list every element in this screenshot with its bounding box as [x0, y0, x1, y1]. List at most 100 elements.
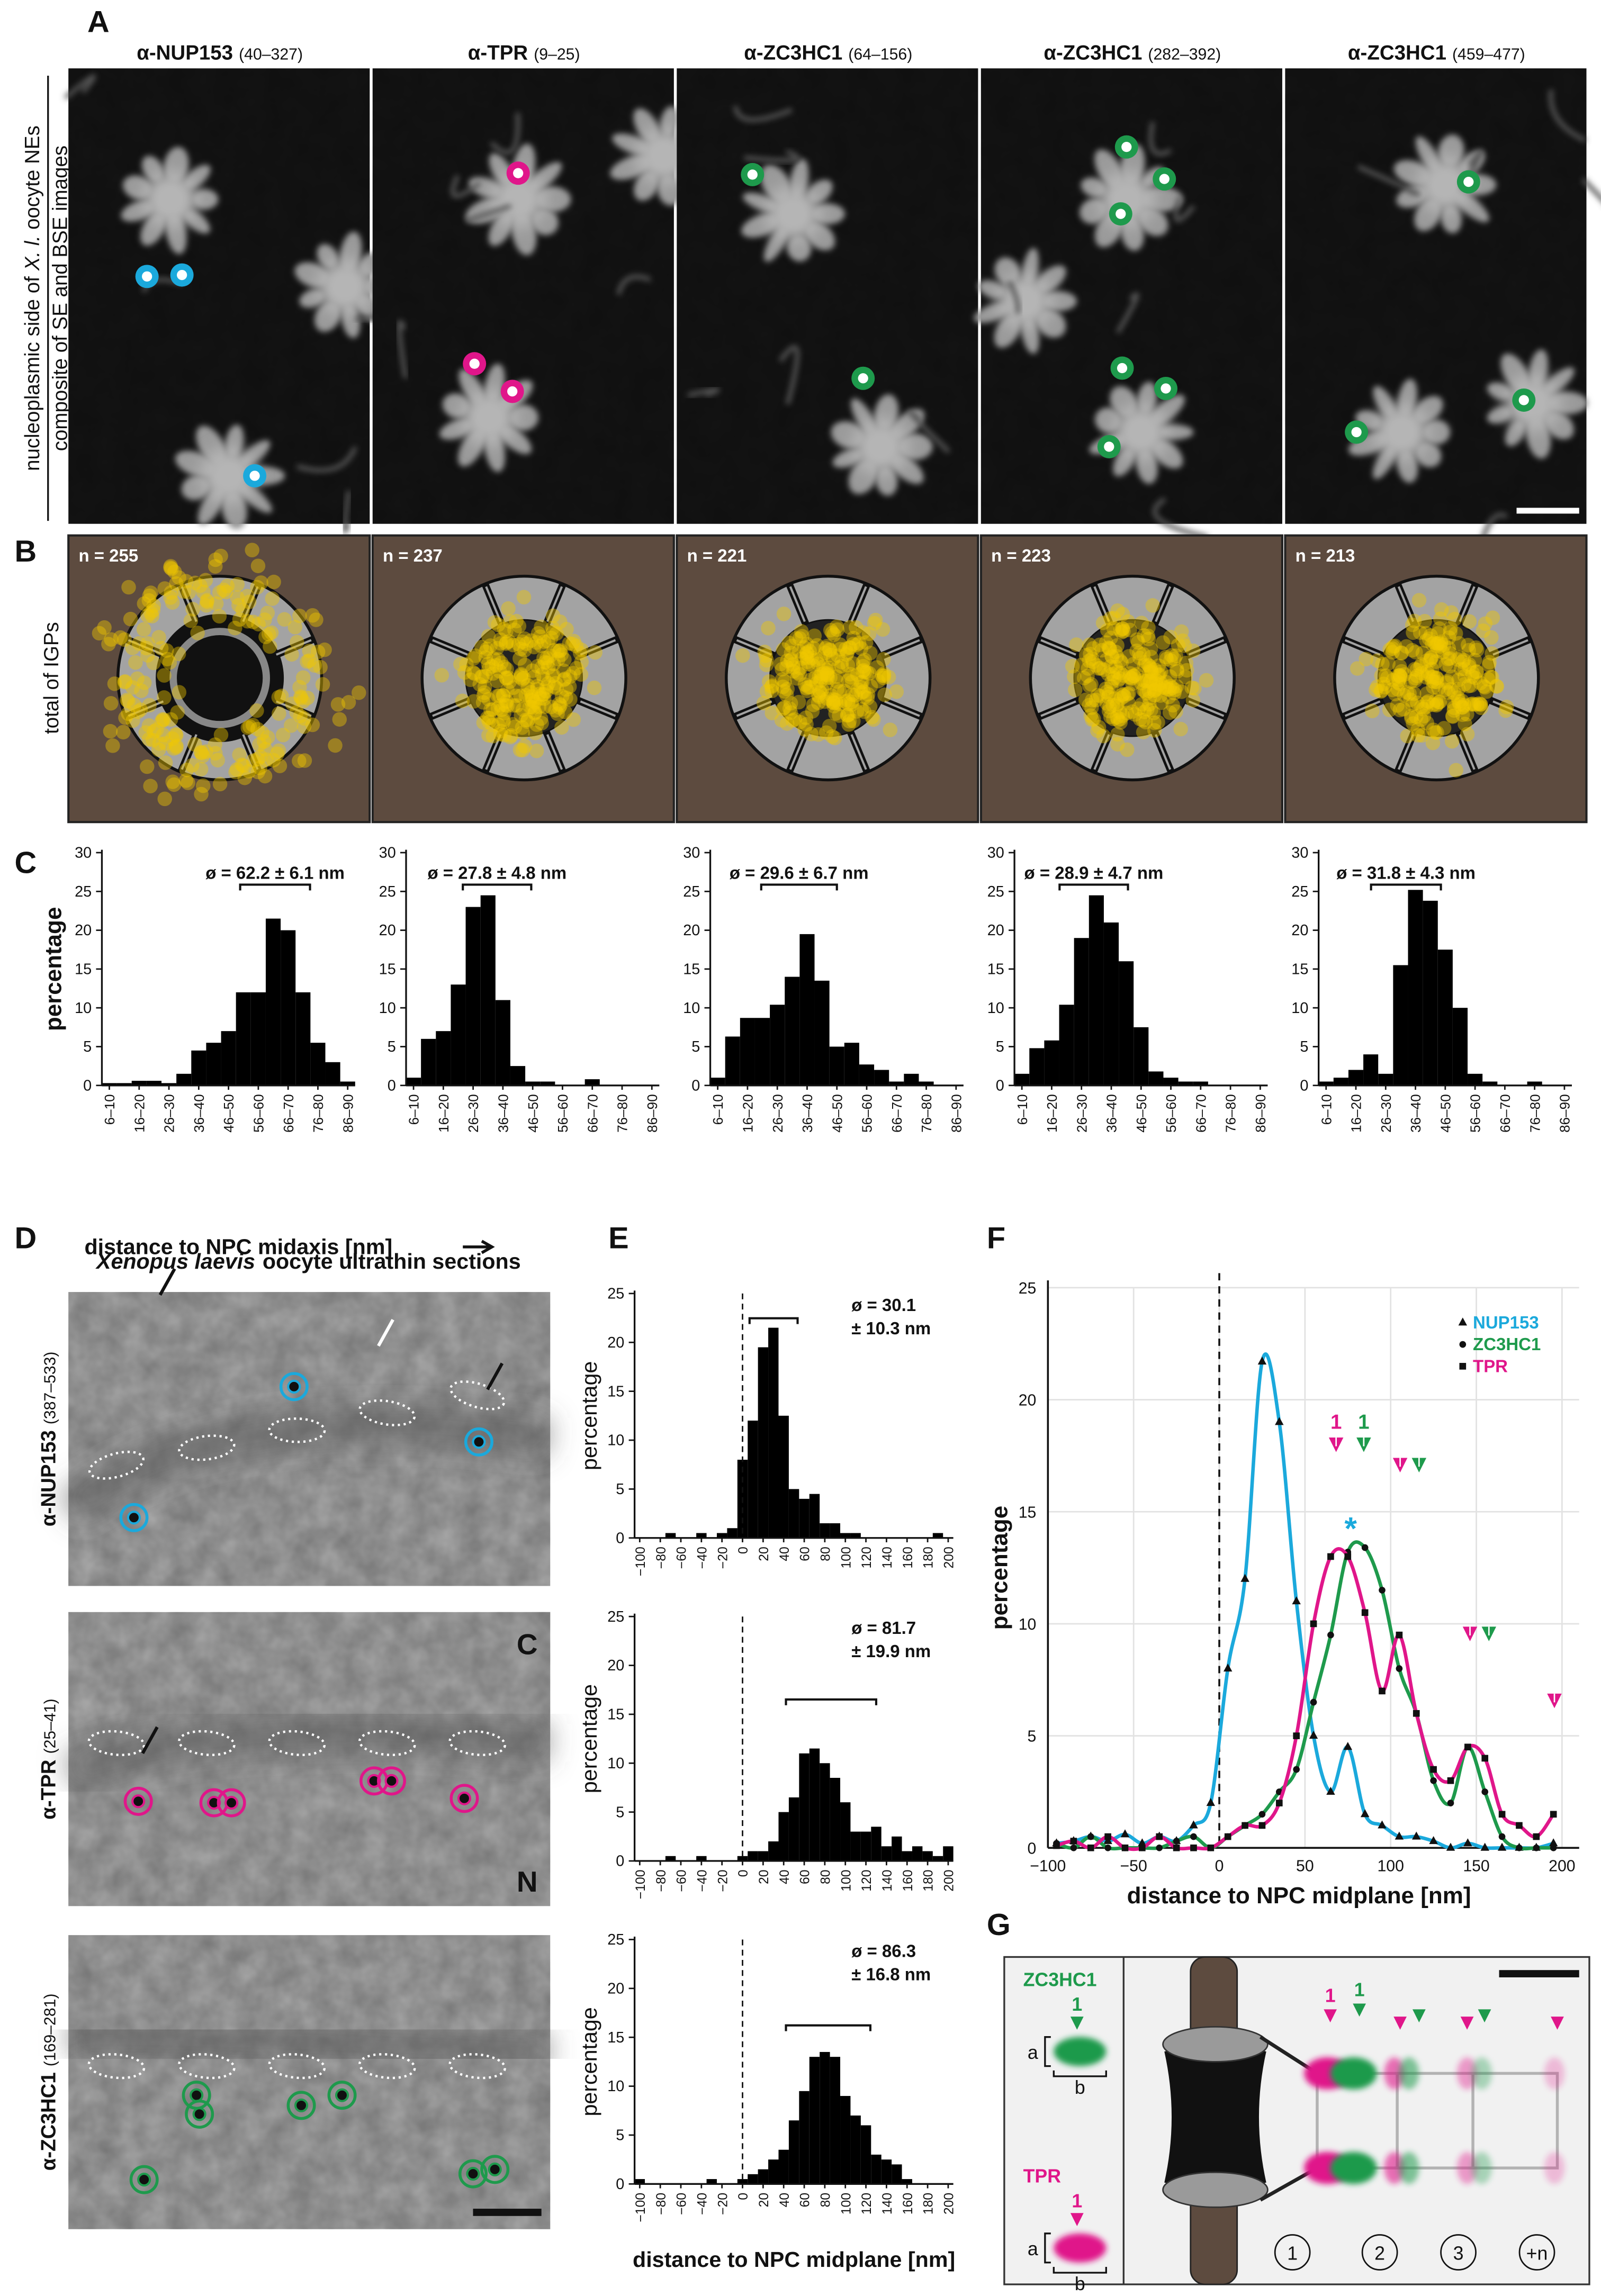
igp-dot	[516, 671, 531, 685]
igp-dot	[1420, 664, 1435, 679]
igp-dot	[1101, 640, 1116, 655]
igp-dot	[1428, 654, 1444, 669]
igp-dot	[809, 676, 824, 691]
igp-dot	[786, 657, 801, 672]
igp-dot	[1499, 699, 1514, 715]
igp-dot	[1425, 735, 1441, 751]
density	[1384, 2057, 1405, 2090]
annotation: ø = 86.3	[851, 1941, 916, 1960]
igp-dot	[255, 726, 270, 740]
igp-dot	[1473, 675, 1488, 691]
igp-dot	[1467, 653, 1482, 667]
igp-dot	[1080, 668, 1095, 683]
bar	[1393, 965, 1408, 1086]
igp-dot	[1489, 679, 1505, 694]
igp-dot	[546, 643, 561, 658]
bar	[904, 1073, 919, 1086]
density	[1330, 2057, 1377, 2090]
igp-dot	[759, 657, 774, 672]
igp-dot	[1414, 666, 1429, 681]
x-tick-label: 20	[757, 1870, 771, 1885]
npc-spoke-core	[242, 734, 259, 770]
igp-dot	[1085, 651, 1100, 666]
x-tick-label: −40	[695, 1870, 709, 1892]
bar	[850, 1831, 861, 1861]
bar	[809, 2057, 820, 2184]
igp-dot	[341, 695, 356, 710]
y-tick-label: 10	[607, 1432, 624, 1449]
igp-dot	[1099, 696, 1114, 711]
igp-dot	[1481, 657, 1496, 673]
y-tick-label: 15	[607, 2029, 624, 2046]
igp-dot	[520, 681, 535, 696]
gold-ring	[458, 2159, 488, 2189]
igp-dot	[527, 706, 542, 721]
bar	[1148, 1071, 1164, 1086]
igp-dot	[528, 725, 543, 740]
igp-dot	[757, 644, 772, 659]
igp-dot	[1446, 700, 1462, 715]
y-tick-label: 20	[607, 1657, 624, 1674]
igp-dot	[1103, 709, 1118, 725]
igp-dot	[520, 712, 535, 728]
bar	[206, 1043, 221, 1086]
igp-dot	[1178, 670, 1193, 684]
point-marker	[1104, 1844, 1111, 1851]
igp-dot	[1462, 614, 1477, 629]
igp-dot	[1114, 691, 1129, 706]
igp-dot	[1154, 695, 1169, 710]
igp-dot	[1153, 664, 1168, 679]
point-marker	[1275, 1800, 1283, 1806]
point-marker	[1430, 1766, 1437, 1773]
npc-spoke-core	[789, 734, 806, 770]
igp-dot	[1419, 699, 1434, 715]
igp-dot	[1145, 676, 1161, 691]
x-tick-label: 36–40	[799, 1094, 815, 1133]
x-tick-label: 16–20	[1348, 1094, 1364, 1133]
position-label: 1	[1287, 2243, 1298, 2264]
bar	[799, 1498, 810, 1538]
igp-dot	[783, 653, 798, 668]
igp-dot	[277, 612, 292, 627]
y-tick-label: 25	[607, 1608, 624, 1625]
legend-marker	[1458, 1317, 1468, 1326]
bar	[250, 992, 266, 1086]
igp-dot	[137, 675, 152, 690]
igp-dot	[1138, 654, 1153, 670]
igp-dot	[493, 655, 509, 670]
point-marker	[1189, 1820, 1198, 1829]
igp-dot	[1399, 685, 1415, 700]
igp-dot	[533, 691, 548, 706]
igp-dot	[1359, 652, 1373, 667]
igp-dot	[1110, 727, 1125, 742]
igp-dot	[1390, 668, 1406, 683]
igp-dot	[1481, 672, 1496, 687]
position-circle	[1361, 2234, 1398, 2271]
igp-dot	[219, 584, 233, 600]
x-tick-label: −20	[716, 2193, 730, 2215]
y-tick-label: 15	[607, 1706, 624, 1723]
npc-center	[316, 257, 374, 316]
npc-inner	[769, 619, 887, 737]
igp-dot	[1067, 682, 1083, 698]
annotation: ø = 81.7	[851, 1618, 916, 1638]
igp-dot	[293, 691, 309, 706]
filament	[1148, 122, 1172, 156]
igp-dot	[877, 688, 892, 702]
position-label: 2	[1374, 2243, 1385, 2264]
igp-dot	[1424, 650, 1438, 665]
x-tick-label: 76–80	[1527, 1094, 1543, 1133]
igp-dot	[1414, 657, 1429, 672]
igp-dot	[476, 715, 491, 730]
igp-dot	[105, 738, 120, 753]
igp-dot	[496, 712, 511, 727]
igp-dot	[1402, 686, 1417, 701]
igp-dot	[1390, 682, 1406, 697]
npc-spoke-core	[884, 700, 920, 717]
y-tick-label: 15	[379, 961, 396, 978]
bar	[465, 907, 481, 1086]
igp-dot	[1120, 686, 1135, 702]
igp-dot	[194, 787, 209, 802]
bar	[788, 1489, 799, 1538]
igp-dot	[843, 666, 858, 682]
